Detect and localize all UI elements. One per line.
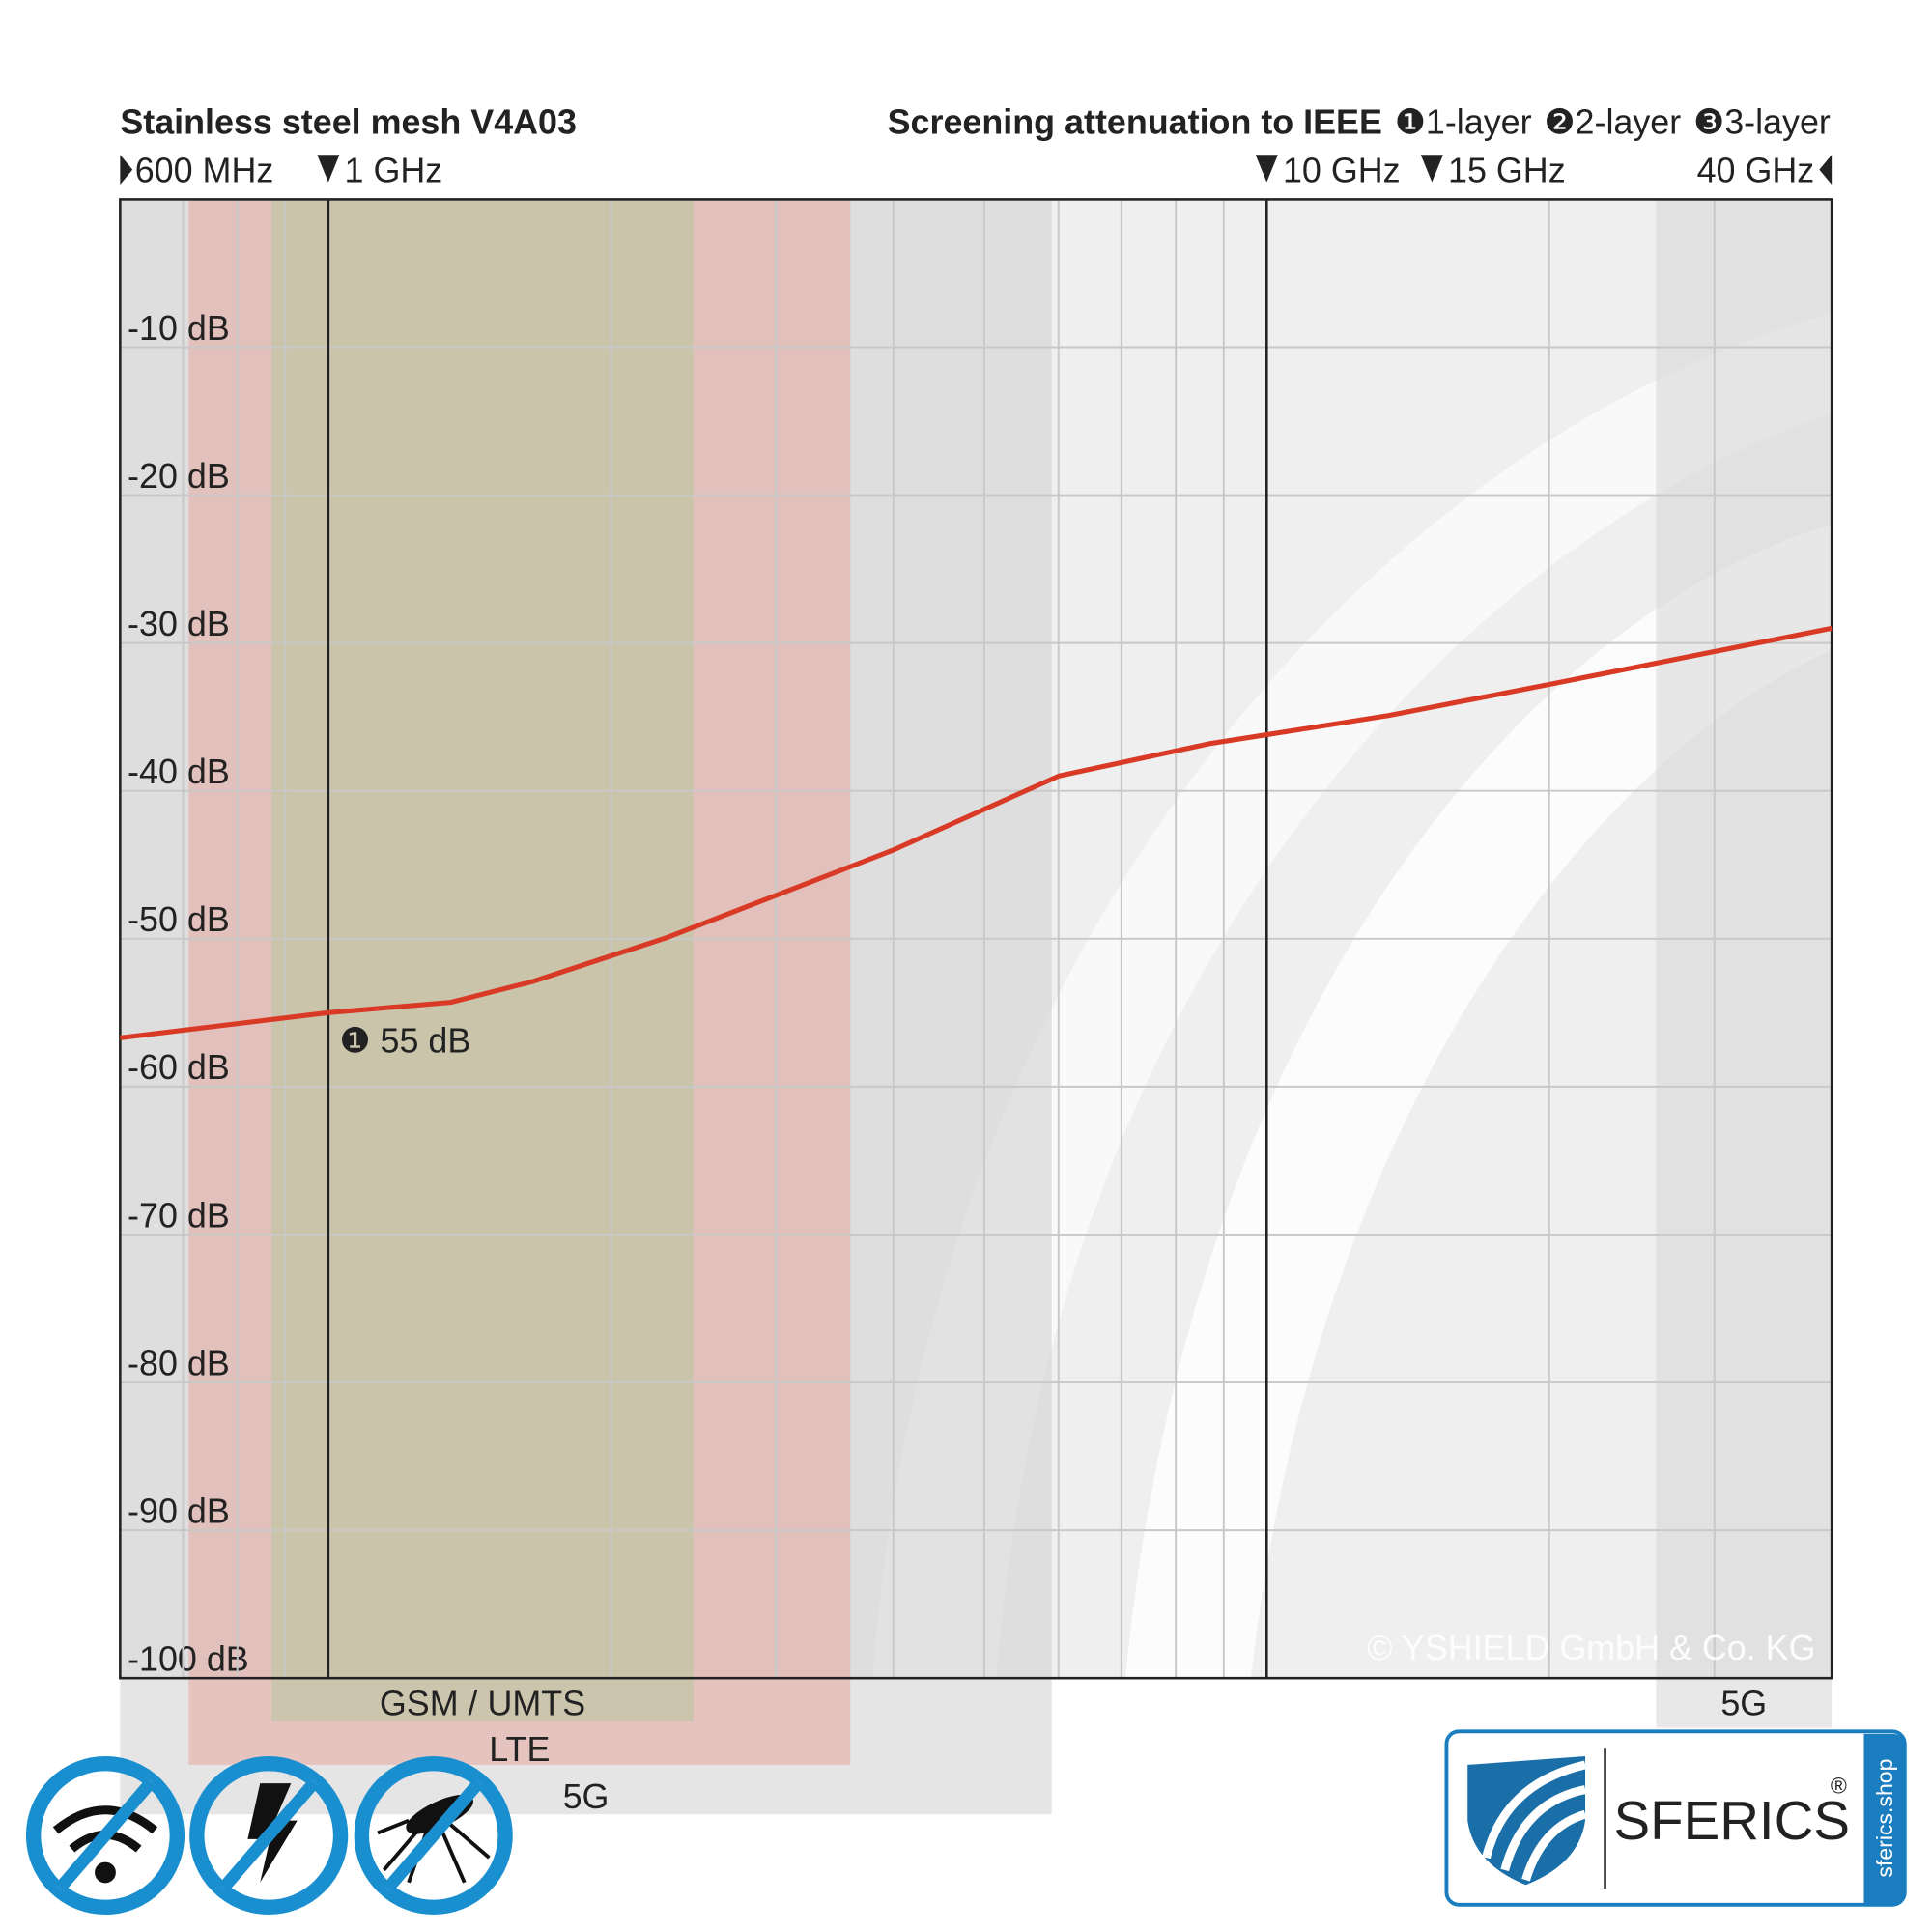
x-tick-marker <box>1819 155 1833 185</box>
icon-slashes <box>54 1777 485 1893</box>
icon-circle <box>25 1755 185 1916</box>
annotation: ❶ 55 dB <box>339 1021 470 1060</box>
chart-subtitle: Screening attenuation to IEEE <box>888 102 1382 141</box>
y-tick-label: -10 dB <box>128 309 230 348</box>
logo-waves <box>1482 1760 1587 1882</box>
band-label: GSM / UMTS <box>380 1685 585 1723</box>
x-tick-label: 600 MHz <box>135 151 274 189</box>
y-tick-label: -90 dB <box>128 1492 230 1530</box>
icon-circle <box>354 1755 513 1916</box>
logo-brand: SFERICS <box>1614 1790 1850 1851</box>
legend-entry: ❸3-layer <box>1693 102 1831 141</box>
y-tick-label: -100 dB <box>128 1639 249 1678</box>
y-tick-label: -20 dB <box>128 457 230 496</box>
y-tick-label: -60 dB <box>128 1048 230 1087</box>
header-right: Screening attenuation to IEEE ❶1-layer ❷2-… <box>888 102 1831 141</box>
x-tick-label: 15 GHz <box>1448 151 1566 189</box>
band-label: 5G <box>1720 1685 1767 1723</box>
y-tick-label: -40 dB <box>128 753 230 791</box>
icons <box>25 1755 513 1916</box>
lines <box>327 199 1268 1679</box>
y-tick-label: -50 dB <box>128 900 230 939</box>
logo-url: sferics.shop <box>1872 1759 1897 1878</box>
y-tick-label: -80 dB <box>128 1344 230 1382</box>
band <box>271 199 694 1722</box>
grid: -10 dB -20 dB -30 dB -40 dB -50 dB -60 dB -70 … <box>120 199 1833 1680</box>
band-label: 5G <box>563 1777 610 1816</box>
x-tick-label: 10 GHz <box>1283 151 1401 189</box>
y-tick-label: -30 dB <box>128 605 230 643</box>
x-tick-label: 40 GHz <box>1697 151 1815 189</box>
bands: 5G LTE GSM / UMTS 5G <box>120 199 1833 1816</box>
band-label: LTE <box>489 1730 550 1769</box>
y-tick-label: -70 dB <box>128 1196 230 1235</box>
icon-circle <box>189 1755 349 1916</box>
x-tick-marker <box>120 155 133 185</box>
data-line <box>120 625 1833 1040</box>
legend-entry: ❶1-layer <box>1395 102 1532 141</box>
x-tick-marker <box>317 155 340 183</box>
copyright: © YSHIELD GmbH & Co. KG <box>1367 1629 1815 1667</box>
chart-title: Stainless steel mesh V4A03 <box>120 102 577 141</box>
legend-entry: ❷2-layer <box>1544 102 1681 141</box>
band <box>1656 199 1833 1728</box>
x-tick-marker <box>1420 155 1443 183</box>
x-tick-marker <box>1255 155 1278 183</box>
logo-registered: ® <box>1831 1773 1847 1798</box>
logo-strip <box>1863 1733 1904 1904</box>
plot-frame <box>119 198 1833 1680</box>
x-tick-label: 1 GHz <box>345 151 443 189</box>
